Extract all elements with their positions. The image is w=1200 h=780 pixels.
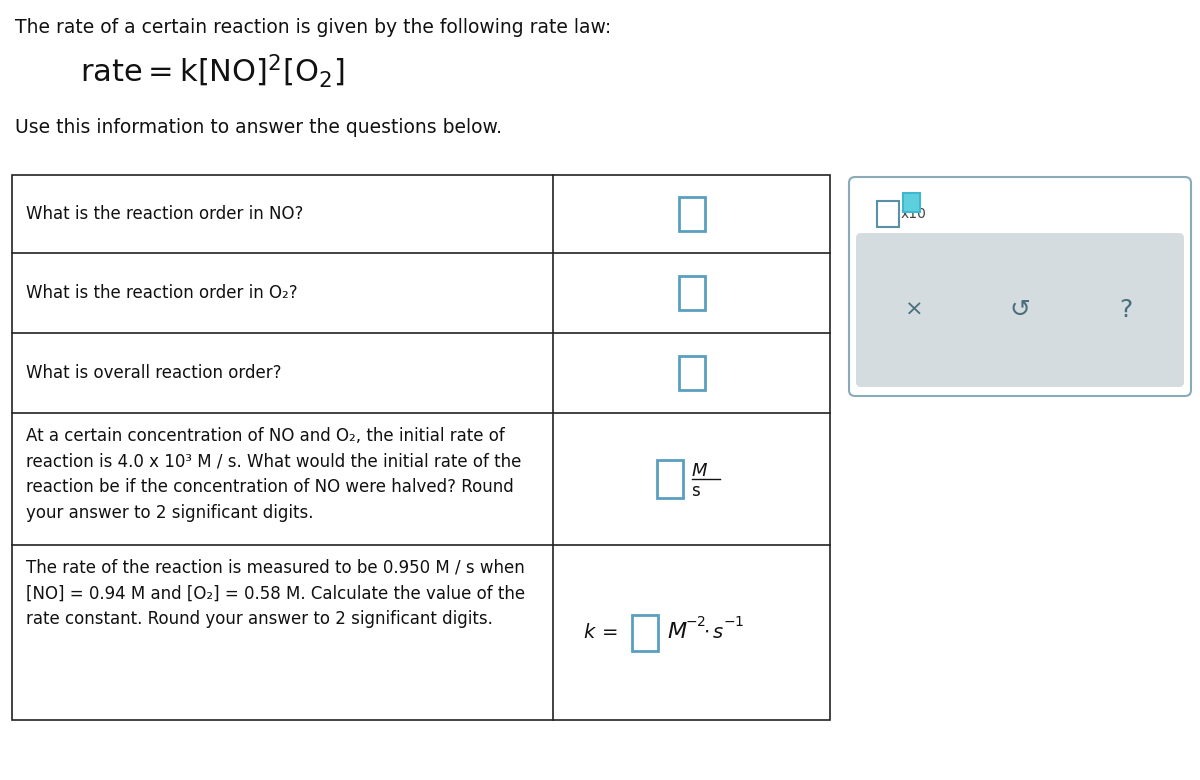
Text: $-2$: $-2$	[685, 615, 706, 629]
Text: The rate of the reaction is measured to be 0.950 M / s when
[NO] = 0.94 M and [O: The rate of the reaction is measured to …	[26, 559, 526, 629]
FancyBboxPatch shape	[850, 177, 1190, 396]
Text: $k\,=$: $k\,=$	[583, 623, 618, 642]
Text: What is overall reaction order?: What is overall reaction order?	[26, 364, 282, 382]
Text: ?: ?	[1120, 298, 1133, 322]
Text: M: M	[691, 462, 707, 480]
Text: $-1$: $-1$	[722, 615, 744, 629]
Text: What is the reaction order in O₂?: What is the reaction order in O₂?	[26, 284, 298, 302]
Text: At a certain concentration of NO and O₂, the initial rate of
reaction is 4.0 x 1: At a certain concentration of NO and O₂,…	[26, 427, 521, 522]
Text: x10: x10	[901, 207, 926, 221]
Bar	[877, 201, 899, 227]
Bar	[678, 356, 704, 390]
Bar	[678, 197, 704, 231]
Text: $\cdot\,s$: $\cdot\,s$	[703, 623, 724, 642]
Text: s: s	[691, 482, 701, 500]
Text: What is the reaction order in NO?: What is the reaction order in NO?	[26, 205, 304, 223]
Bar	[12, 175, 830, 720]
Text: Use this information to answer the questions below.: Use this information to answer the quest…	[14, 118, 502, 137]
Text: $\mathrm{rate{=}k[NO]^2[O_2]}$: $\mathrm{rate{=}k[NO]^2[O_2]}$	[80, 52, 344, 90]
FancyBboxPatch shape	[856, 233, 1184, 387]
Bar	[656, 460, 683, 498]
Bar	[904, 193, 920, 212]
Text: ↺: ↺	[1009, 298, 1031, 322]
Bar	[632, 615, 658, 651]
Text: ×: ×	[905, 300, 923, 320]
Text: $M$: $M$	[667, 622, 688, 643]
Bar	[678, 276, 704, 310]
Text: The rate of a certain reaction is given by the following rate law:: The rate of a certain reaction is given …	[14, 18, 611, 37]
